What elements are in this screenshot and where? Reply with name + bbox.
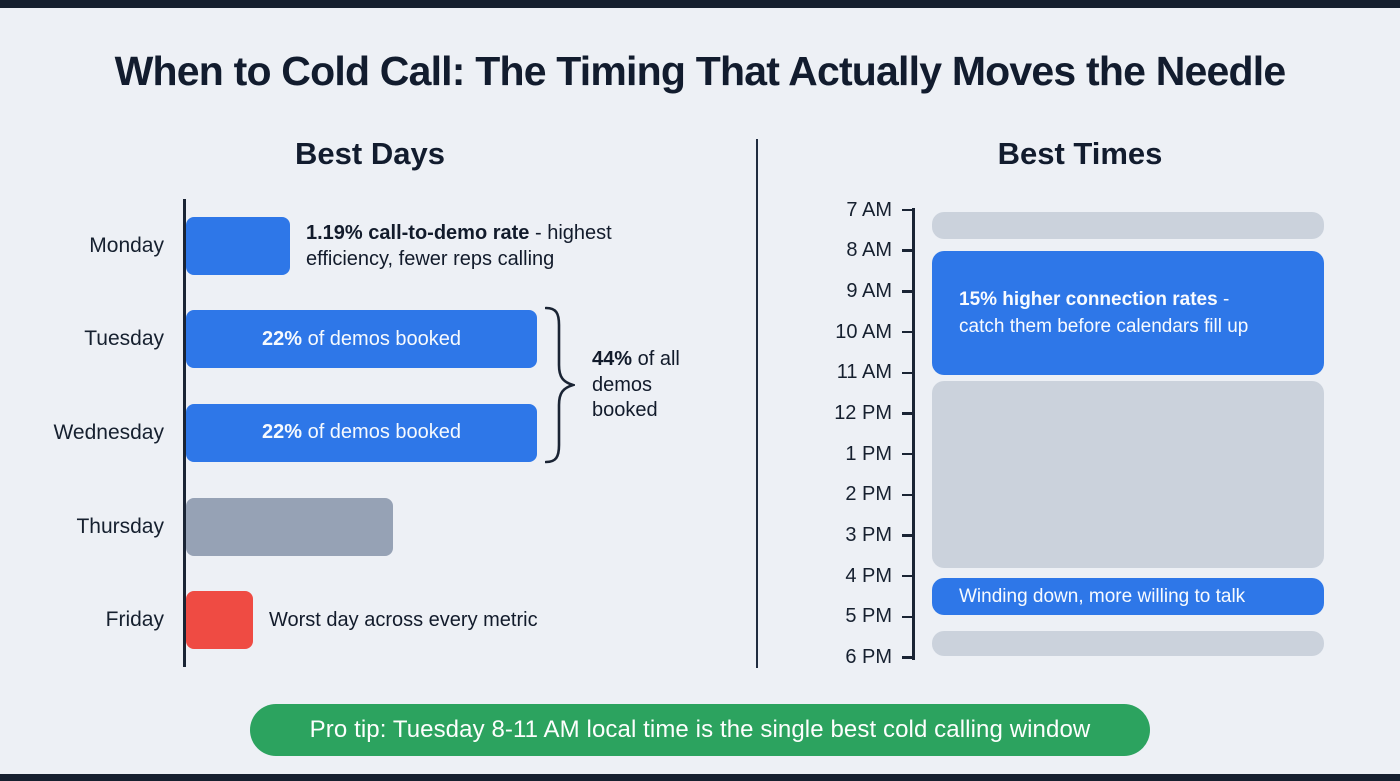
tick-mark [902, 412, 913, 415]
brace-icon [545, 306, 575, 464]
tick-mark [902, 371, 913, 374]
best-times-heading: Best Times [997, 136, 1163, 171]
time-block-evening [932, 631, 1324, 656]
day-bar-monday [186, 216, 290, 275]
tuesday-bar-label-rest: of demos booked [302, 327, 462, 350]
morning-window-label-line2: catch them before calendars fill up [959, 315, 1249, 337]
pro-tip-text: Pro tip: Tuesday 8-11 AM local time is t… [309, 716, 1091, 743]
section-divider-line [756, 139, 758, 668]
tick-mark [902, 330, 913, 334]
morning-window-label-bold: 15% higher connection rates [959, 288, 1218, 310]
tick-mark [902, 249, 913, 252]
bottom-accent-strip [0, 774, 1400, 781]
monday-annotation: 1.19% call-to-demo rate - highest effici… [306, 220, 656, 272]
bracket-total-label: 44% of all demos booked [592, 347, 704, 424]
tick-mark [902, 656, 913, 659]
time-tick-row: 1 PM [800, 434, 913, 475]
time-tick-label: 2 PM [845, 483, 892, 506]
time-tick-label: 6 PM [845, 646, 892, 669]
day-row-wednesday: Wednesday 22% of demos booked [40, 386, 720, 480]
time-block-morning-window: 15% higher connection rates - catch them … [932, 250, 1324, 375]
day-axis-line [183, 199, 186, 667]
time-tick-row: 4 PM [800, 556, 913, 597]
page-title: When to Cold Call: The Timing That Actua… [114, 48, 1287, 94]
tick-mark [902, 290, 913, 293]
tick-mark [902, 452, 913, 456]
day-row-thursday: Thursday [40, 480, 720, 574]
bracket-total-rest: of all demos booked [592, 348, 680, 421]
friday-annotation: Worst day across every metric [269, 609, 538, 632]
tick-mark [902, 615, 913, 619]
time-tick-label: 11 AM [836, 361, 892, 384]
tick-mark [902, 208, 913, 212]
time-tick-label: 1 PM [845, 442, 892, 465]
time-tick-row: 5 PM [800, 597, 913, 638]
day-label-friday: Friday [105, 608, 164, 632]
best-days-section: Best Days Monday 1.19% call-to-demo rate… [40, 136, 720, 676]
late-afternoon-label: Winding down, more willing to talk [959, 586, 1246, 608]
day-label-thursday: Thursday [76, 514, 164, 538]
tick-mark [902, 493, 913, 497]
time-tick-label: 4 PM [845, 564, 892, 587]
best-times-section: Best Times 7 AM 8 AM 9 AM 10 AM 11 AM 12… [800, 136, 1360, 681]
tuesday-bar-label: 22% of demos booked [262, 328, 461, 351]
time-block-early-morning [932, 212, 1324, 239]
best-times-chart: 7 AM 8 AM 9 AM 10 AM 11 AM 12 PM 1 PM 2 … [800, 199, 1360, 700]
day-label-tuesday: Tuesday [84, 327, 164, 351]
time-tick-label: 5 PM [845, 605, 892, 628]
time-tick-row: 11 AM [800, 352, 913, 393]
pro-tip-banner: Pro tip: Tuesday 8-11 AM local time is t… [250, 704, 1150, 756]
day-label-wednesday: Wednesday [53, 420, 164, 444]
morning-window-label: 15% higher connection rates - catch them … [932, 286, 1296, 340]
top-accent-strip [0, 0, 1400, 8]
time-tick-row: 2 PM [800, 474, 913, 515]
day-row-friday: Friday Worst day across every metric [40, 573, 720, 667]
tuesday-bar-label-bold: 22% [261, 327, 303, 350]
time-tick-row: 6 PM [800, 637, 913, 678]
time-axis-labels: 7 AM 8 AM 9 AM 10 AM 11 AM 12 PM 1 PM 2 … [800, 190, 913, 678]
tick-mark [902, 534, 913, 537]
day-bar-wednesday: 22% of demos booked [186, 403, 537, 462]
monday-annotation-rest: - highest efficiency, fewer reps calling [306, 221, 612, 270]
day-label-monday: Monday [89, 233, 164, 257]
bracket-total-bold: 44% [592, 348, 633, 370]
time-tick-label: 10 AM [835, 320, 892, 343]
wednesday-bar-label-rest: of demos booked [302, 421, 462, 444]
time-tick-row: 8 AM [800, 230, 913, 271]
time-block-late-afternoon: Winding down, more willing to talk [932, 578, 1324, 615]
wednesday-bar-label: 22% of demos booked [262, 421, 461, 444]
day-row-monday: Monday 1.19% call-to-demo rate - highest… [40, 199, 720, 293]
time-block-midday [932, 380, 1324, 569]
tick-mark [902, 574, 913, 578]
time-tick-row: 10 AM [800, 312, 913, 353]
time-tick-row: 9 AM [800, 271, 913, 312]
time-tick-row: 12 PM [800, 393, 913, 434]
time-tick-label: 12 PM [834, 401, 892, 424]
time-tick-row: 7 AM [800, 190, 913, 231]
morning-window-label-tail: - [1217, 288, 1230, 310]
day-bar-thursday [186, 497, 393, 556]
day-bar-friday [186, 591, 253, 650]
time-tick-label: 8 AM [846, 239, 892, 262]
time-tick-label: 3 PM [845, 524, 892, 546]
time-axis-line [912, 208, 915, 660]
day-row-tuesday: Tuesday 22% of demos booked [40, 293, 720, 387]
monday-annotation-bold: 1.19% call-to-demo rate [306, 221, 530, 244]
wednesday-bar-label-bold: 22% [261, 421, 303, 444]
best-days-heading: Best Days [295, 136, 445, 171]
time-tick-label: 7 AM [846, 198, 892, 221]
time-tick-row: 3 PM [800, 515, 913, 556]
best-days-chart: Monday 1.19% call-to-demo rate - highest… [40, 199, 720, 667]
time-tick-label: 9 AM [846, 279, 892, 302]
day-bar-tuesday: 22% of demos booked [186, 310, 537, 369]
